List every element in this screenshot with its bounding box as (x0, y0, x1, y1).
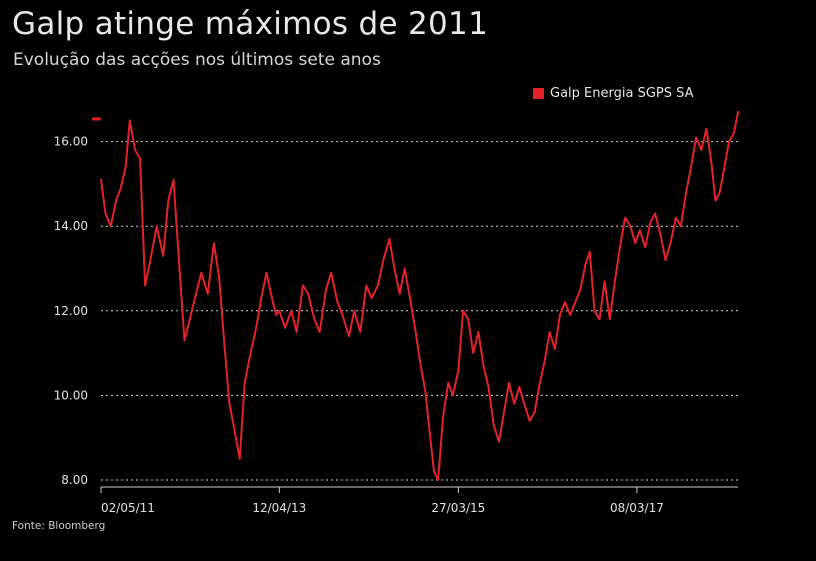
y-tick-label: 10.00 (54, 388, 88, 402)
gridlines (101, 141, 738, 481)
y-tick-label: 8.00 (61, 473, 88, 487)
y-tick-label: 12.00 (54, 304, 88, 318)
y-tick-label: 16.00 (54, 135, 88, 149)
x-tick-label: 02/05/11 (101, 501, 155, 515)
chart-title: Galp atinge máximos de 2011 (12, 6, 489, 42)
x-tick-label: 27/03/15 (431, 501, 485, 515)
y-tick-label: 14.00 (54, 219, 88, 233)
legend-label: Galp Energia SGPS SA (550, 86, 694, 101)
x-tick-label: 08/03/17 (610, 501, 664, 515)
series-line (100, 111, 739, 481)
series-group (92, 111, 739, 481)
source-note: Fonte: Bloomberg (12, 520, 106, 532)
x-tick-label: 12/04/13 (252, 501, 306, 515)
legend-swatch (533, 88, 544, 99)
x-axis: 02/05/11 12/04/13 27/03/15 08/03/17 (100, 486, 738, 515)
y-axis-labels: 8.00 10.00 12.00 14.00 16.00 (54, 135, 88, 487)
legend: Galp Energia SGPS SA (533, 86, 694, 101)
chart-subtitle: Evolução das acções nos últimos sete ano… (13, 50, 381, 70)
